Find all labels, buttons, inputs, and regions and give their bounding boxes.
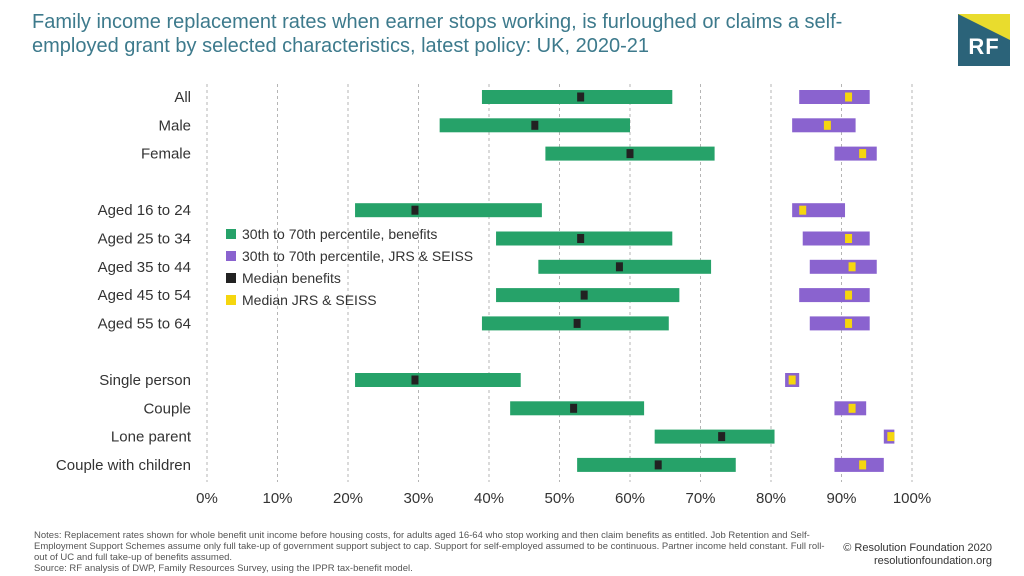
median-jrs-marker bbox=[845, 290, 853, 300]
category-label: Aged 45 to 54 bbox=[98, 287, 191, 304]
benefits-range-bar bbox=[355, 373, 521, 387]
category-label: Lone parent bbox=[111, 429, 192, 446]
benefits-range-bar bbox=[496, 231, 673, 246]
logo-triangle bbox=[958, 14, 1010, 40]
median-benefits-marker bbox=[580, 290, 588, 300]
copyright-block: © Resolution Foundation 2020 resolutionf… bbox=[843, 542, 992, 568]
website-text: resolutionfoundation.org bbox=[873, 555, 992, 567]
jrs-range-bar bbox=[809, 259, 877, 274]
category-label: Aged 35 to 44 bbox=[98, 259, 191, 276]
x-tick-label: 0% bbox=[196, 490, 218, 507]
legend-label: 30th to 70th percentile, benefits bbox=[242, 226, 437, 242]
x-tick-label: 10% bbox=[262, 490, 292, 507]
jrs-range-bar bbox=[834, 146, 877, 161]
x-tick-label: 90% bbox=[826, 490, 856, 507]
jrs-range-bar bbox=[834, 457, 884, 472]
median-benefits-marker bbox=[411, 205, 419, 215]
median-jrs-marker bbox=[845, 92, 853, 102]
jrs-range-bar bbox=[799, 90, 870, 104]
x-tick-label: 30% bbox=[403, 490, 433, 507]
median-benefits-marker bbox=[531, 120, 539, 130]
x-tick-label: 60% bbox=[615, 490, 645, 507]
category-label: All bbox=[174, 89, 191, 106]
x-tick-label: 70% bbox=[685, 490, 715, 507]
notes-text: Notes: Replacement rates shown for whole… bbox=[34, 530, 825, 563]
legend-label: Median JRS & SEISS bbox=[242, 292, 377, 308]
median-jrs-marker bbox=[848, 262, 856, 272]
median-jrs-marker bbox=[788, 375, 796, 385]
x-tick-label: 100% bbox=[893, 490, 931, 507]
median-jrs-marker bbox=[845, 318, 853, 328]
benefits-range-bar bbox=[496, 288, 680, 303]
benefits-range-bar bbox=[654, 429, 775, 444]
jrs-range-bar bbox=[809, 316, 870, 331]
legend-swatch bbox=[226, 229, 236, 239]
jrs-range-bar bbox=[792, 118, 856, 133]
copyright-text: © Resolution Foundation 2020 bbox=[843, 542, 992, 554]
x-tick-label: 50% bbox=[544, 490, 574, 507]
median-benefits-marker bbox=[626, 149, 634, 159]
jrs-range-bar bbox=[799, 288, 870, 303]
legend-swatch bbox=[226, 251, 236, 261]
legend-swatch bbox=[226, 273, 236, 283]
median-jrs-marker bbox=[848, 403, 856, 413]
range-bar-chart: 0% 10% 20% 30% 40% 50% 60% 70% 80% 90% 100% All Male… bbox=[56, 84, 931, 507]
x-tick-label: 80% bbox=[756, 490, 786, 507]
median-benefits-marker bbox=[577, 234, 585, 243]
legend-label: 30th to 70th percentile, JRS & SEISS bbox=[242, 248, 473, 264]
chart-title: Family income replacement rates when ear… bbox=[32, 11, 843, 57]
benefits-range-bar bbox=[510, 401, 645, 416]
rf-logo: RF bbox=[958, 14, 1010, 66]
median-benefits-marker bbox=[570, 403, 578, 413]
median-jrs-marker bbox=[845, 234, 853, 243]
category-label: Single person bbox=[99, 372, 191, 389]
x-tick-label: 20% bbox=[333, 490, 363, 507]
category-label: Aged 25 to 34 bbox=[98, 231, 191, 248]
median-benefits-marker bbox=[411, 375, 419, 385]
legend-label: Median benefits bbox=[242, 270, 341, 286]
median-benefits-marker bbox=[573, 318, 581, 328]
benefits-range-bar bbox=[538, 259, 712, 274]
median-jrs-marker bbox=[823, 120, 831, 130]
median-benefits-marker bbox=[577, 92, 585, 102]
category-label: Aged 16 to 24 bbox=[98, 202, 191, 219]
source-text: Source: RF analysis of DWP, Family Resou… bbox=[34, 563, 413, 574]
median-benefits-marker bbox=[718, 432, 726, 442]
benefits-range-bar bbox=[355, 203, 542, 218]
category-label: Male bbox=[158, 117, 191, 134]
median-jrs-marker bbox=[859, 460, 867, 470]
median-benefits-marker bbox=[654, 460, 662, 470]
chart-notes: Notes: Replacement rates shown for whole… bbox=[34, 530, 834, 574]
median-jrs-marker bbox=[799, 205, 807, 215]
benefits-range-bar bbox=[481, 90, 673, 104]
legend-swatch bbox=[226, 295, 236, 305]
category-label: Aged 55 to 64 bbox=[98, 315, 191, 332]
category-label: Female bbox=[141, 146, 191, 163]
logo-text: RF bbox=[968, 34, 1000, 59]
median-jrs-marker bbox=[859, 149, 867, 159]
category-label: Couple with children bbox=[56, 457, 191, 474]
category-label: Couple bbox=[143, 400, 191, 417]
jrs-range-bar bbox=[802, 231, 870, 246]
median-jrs-marker bbox=[887, 432, 895, 442]
x-tick-label: 40% bbox=[474, 490, 504, 507]
median-benefits-marker bbox=[615, 262, 623, 272]
